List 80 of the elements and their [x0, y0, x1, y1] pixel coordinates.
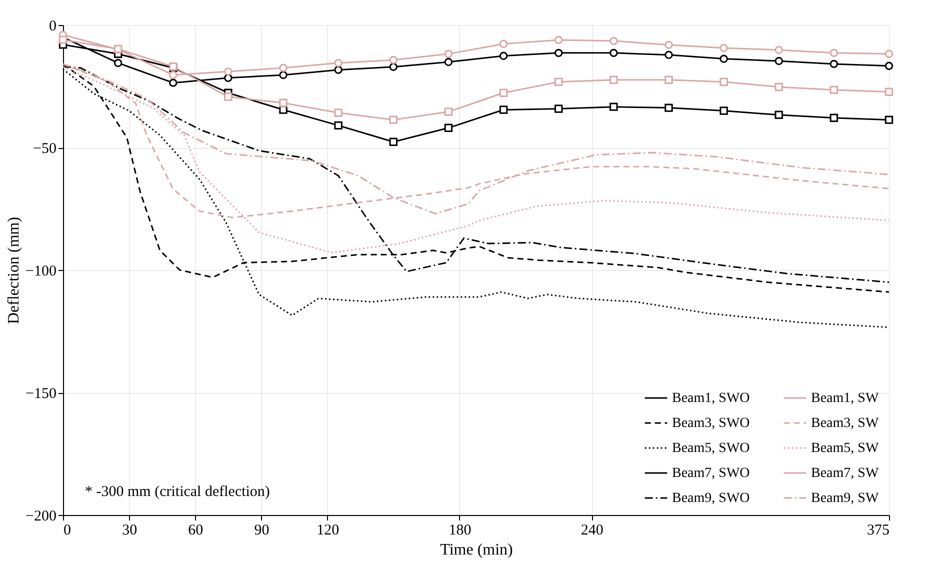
x-tick-label: 375: [867, 522, 890, 538]
point: [444, 50, 453, 58]
point: [169, 78, 178, 87]
point: [389, 62, 398, 71]
point: [884, 62, 894, 70]
point: [389, 116, 398, 124]
x-tick-label: 240: [580, 522, 604, 538]
x-tick-label: 180: [448, 522, 472, 538]
legend-label: Beam9, SWO: [672, 491, 750, 506]
legend-label: Beam5, SWO: [672, 441, 750, 456]
point: [830, 114, 838, 122]
point: [884, 88, 894, 96]
point: [554, 48, 563, 58]
point: [279, 70, 288, 80]
point: [499, 40, 508, 48]
y-tick-label: 0: [49, 18, 56, 34]
point: [610, 48, 618, 58]
legend-label: Beam1, SWO: [672, 391, 750, 406]
point: [444, 58, 453, 66]
x-axis-title: Time (min): [440, 542, 513, 558]
point: [114, 58, 122, 68]
point: [169, 70, 178, 80]
point: [774, 82, 783, 92]
point: [499, 88, 508, 97]
point: [664, 50, 673, 59]
point: [830, 86, 838, 94]
legend-label: Beam1, SW: [811, 391, 880, 406]
point: [499, 52, 508, 60]
point: [830, 60, 838, 68]
point: [720, 78, 728, 86]
point: [334, 121, 342, 130]
point: [499, 106, 508, 114]
annotation: * -300 mm (critical deflection): [85, 484, 270, 500]
y-axis-title: Deflection (mm): [6, 216, 23, 324]
point: [58, 36, 68, 44]
point: [389, 138, 398, 146]
x-tick-label: 90: [254, 522, 270, 538]
point: [554, 104, 563, 113]
legend-label: Beam7, SWO: [672, 466, 750, 481]
point: [554, 36, 563, 44]
point: [554, 78, 563, 86]
point: [279, 64, 288, 72]
y-tick-label: −50: [33, 141, 56, 157]
point: [389, 56, 398, 64]
legend-label: Beam7, SW: [811, 466, 880, 481]
x-tick-label: 0: [64, 522, 71, 538]
x-tick-label: 60: [188, 522, 204, 538]
legend-label: Beam9, SW: [811, 491, 880, 506]
point: [774, 110, 783, 120]
point: [610, 76, 618, 84]
point: [279, 98, 288, 108]
point: [830, 48, 838, 58]
point: [334, 108, 342, 117]
point: [334, 58, 342, 68]
point: [444, 108, 453, 116]
point: [720, 54, 728, 63]
point: [774, 46, 783, 54]
point: [444, 124, 453, 132]
point: [279, 106, 288, 114]
point: [610, 102, 618, 111]
point: [610, 36, 618, 46]
point: [664, 40, 673, 49]
legend-label: Beam5, SW: [811, 441, 880, 456]
point: [334, 66, 342, 74]
y-tick-label: −200: [26, 508, 56, 524]
legend-label: Beam3, SW: [811, 416, 880, 431]
x-tick-label: 120: [316, 522, 340, 538]
point: [664, 104, 673, 112]
x-tick-label: 30: [122, 522, 138, 538]
y-tick-label: −150: [26, 386, 56, 402]
point: [224, 67, 232, 76]
point: [884, 116, 894, 124]
point: [224, 92, 232, 101]
point: [720, 44, 728, 52]
point: [884, 50, 894, 58]
y-tick-label: −100: [26, 264, 56, 280]
point: [774, 56, 783, 66]
legend-label: Beam3, SWO: [672, 416, 750, 431]
point: [664, 76, 673, 84]
point: [720, 106, 728, 115]
